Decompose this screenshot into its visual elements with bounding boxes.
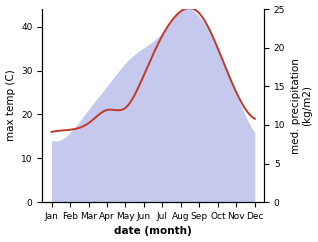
Y-axis label: med. precipitation
(kg/m2): med. precipitation (kg/m2) [291,58,313,153]
X-axis label: date (month): date (month) [114,227,192,236]
Y-axis label: max temp (C): max temp (C) [5,70,16,142]
